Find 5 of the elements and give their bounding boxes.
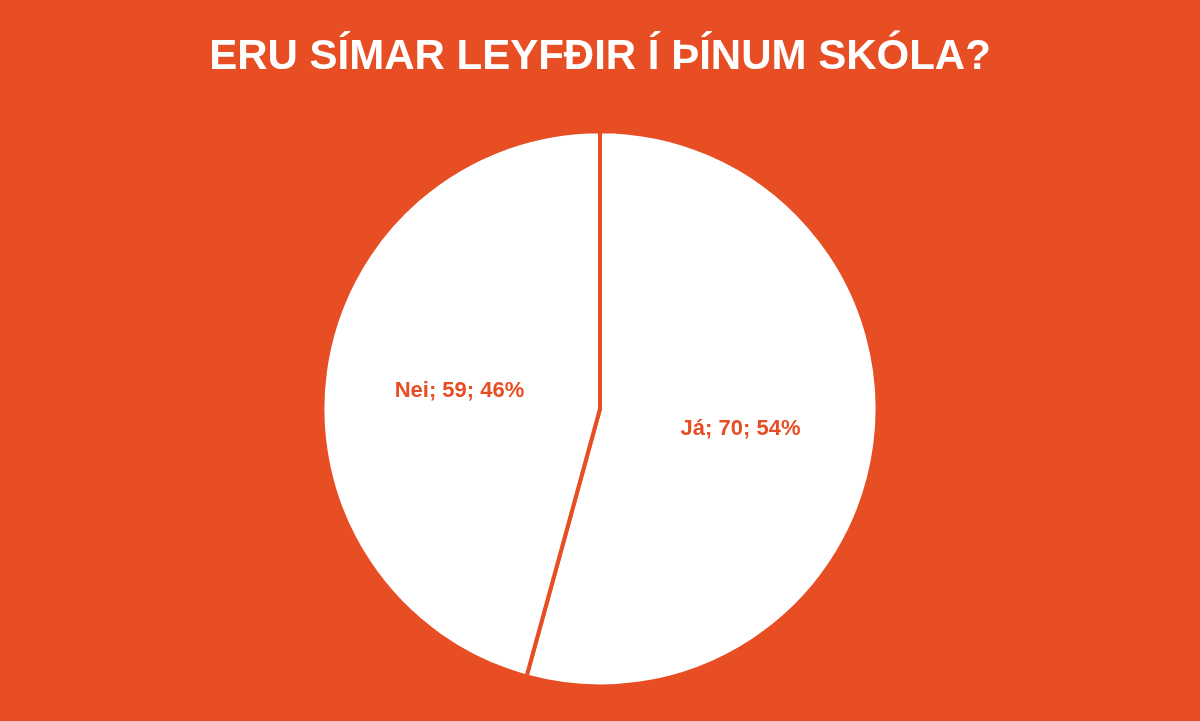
slice-label: Nei — [394, 377, 429, 403]
chart-title: ERU SÍMAR LEYFÐIR Í ÞÍNUM SKÓLA? — [209, 29, 991, 78]
data-label: ; 59; 46% — [428, 377, 525, 403]
data-label: ; 70; 54% — [705, 415, 801, 441]
slice-label: Já — [680, 415, 706, 441]
